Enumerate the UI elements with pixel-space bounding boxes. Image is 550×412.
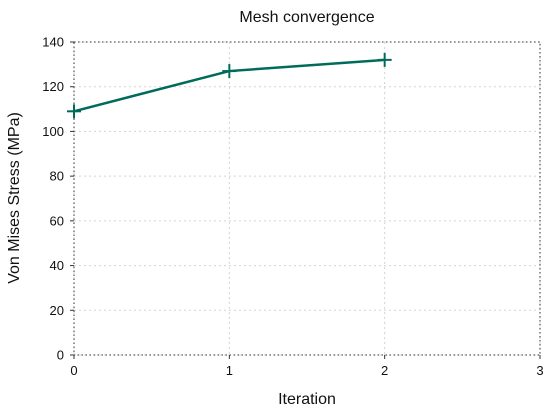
- x-tick-label: 1: [226, 363, 233, 378]
- x-tick-label: 0: [70, 363, 77, 378]
- y-tick-label: 0: [57, 348, 64, 363]
- grid: [73, 41, 541, 356]
- chart-title: Mesh convergence: [239, 9, 374, 26]
- y-tick-label: 120: [42, 79, 64, 94]
- series-group: [67, 52, 392, 119]
- y-tick-label: 40: [50, 258, 64, 273]
- x-axis: 0 1 2 3: [70, 355, 544, 378]
- x-tick-label: 2: [381, 363, 388, 378]
- y-axis-label: Von Mises Stress (MPa): [6, 112, 23, 284]
- x-axis-label: Iteration: [278, 391, 336, 408]
- x-tick-label: 3: [536, 363, 543, 378]
- data-point-marker: [377, 52, 392, 67]
- y-tick-label: 140: [42, 35, 64, 50]
- data-point-marker: [67, 104, 81, 119]
- y-tick-label: 60: [50, 213, 64, 228]
- y-tick-label: 80: [50, 169, 64, 184]
- data-point-marker: [222, 64, 237, 79]
- plot-frame: [73, 41, 541, 356]
- y-tick-label: 20: [50, 303, 64, 318]
- y-axis: 0 20 40 60 80 100 120 140: [42, 35, 74, 363]
- y-tick-label: 100: [42, 124, 64, 139]
